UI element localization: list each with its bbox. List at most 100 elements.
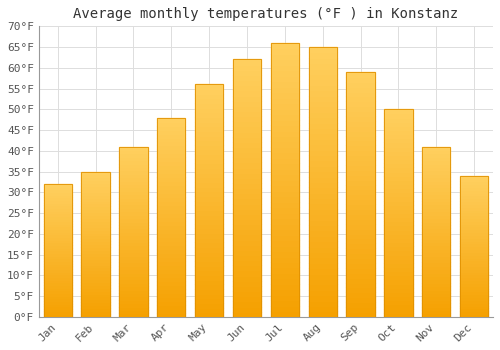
Bar: [270, 273, 299, 279]
Bar: [346, 72, 375, 77]
Bar: [233, 291, 261, 296]
Bar: [233, 65, 261, 70]
Bar: [119, 313, 148, 317]
Bar: [119, 167, 148, 170]
Bar: [157, 121, 186, 126]
Bar: [384, 130, 412, 134]
Bar: [346, 86, 375, 91]
Bar: [157, 166, 186, 169]
Bar: [346, 72, 375, 317]
Bar: [308, 52, 337, 58]
Bar: [422, 204, 450, 208]
Bar: [308, 220, 337, 225]
Bar: [460, 266, 488, 269]
Bar: [44, 197, 72, 200]
Bar: [82, 206, 110, 209]
Bar: [233, 260, 261, 265]
Bar: [44, 282, 72, 285]
Bar: [384, 176, 412, 180]
Bar: [44, 213, 72, 216]
Bar: [384, 188, 412, 192]
Bar: [308, 74, 337, 79]
Bar: [308, 171, 337, 176]
Bar: [460, 263, 488, 266]
Bar: [82, 198, 110, 201]
Bar: [422, 218, 450, 222]
Bar: [384, 246, 412, 250]
Bar: [346, 72, 375, 317]
Bar: [308, 166, 337, 171]
Bar: [270, 295, 299, 300]
Bar: [460, 235, 488, 238]
Bar: [82, 172, 110, 317]
Bar: [157, 118, 186, 121]
Bar: [308, 187, 337, 193]
Bar: [270, 92, 299, 98]
Bar: [270, 43, 299, 317]
Bar: [308, 149, 337, 155]
Bar: [270, 267, 299, 273]
Bar: [195, 247, 224, 252]
Bar: [270, 284, 299, 289]
Bar: [119, 198, 148, 201]
Bar: [119, 235, 148, 239]
Bar: [346, 229, 375, 233]
Bar: [82, 247, 110, 250]
Bar: [460, 195, 488, 198]
Bar: [384, 296, 412, 300]
Bar: [44, 195, 72, 197]
Bar: [157, 269, 186, 273]
Bar: [422, 181, 450, 184]
Bar: [119, 273, 148, 276]
Bar: [384, 167, 412, 172]
Bar: [119, 252, 148, 256]
Bar: [233, 173, 261, 178]
Bar: [195, 219, 224, 224]
Bar: [195, 215, 224, 219]
Bar: [233, 106, 261, 111]
Bar: [270, 262, 299, 267]
Bar: [422, 188, 450, 191]
Bar: [384, 155, 412, 159]
Bar: [308, 295, 337, 301]
Bar: [119, 307, 148, 310]
Bar: [460, 212, 488, 215]
Bar: [44, 248, 72, 250]
Bar: [270, 141, 299, 147]
Bar: [270, 114, 299, 120]
Bar: [195, 312, 224, 317]
Bar: [270, 158, 299, 163]
Bar: [422, 184, 450, 188]
Bar: [233, 75, 261, 80]
Bar: [119, 170, 148, 174]
Bar: [346, 292, 375, 297]
Bar: [233, 183, 261, 188]
Bar: [195, 84, 224, 89]
Bar: [384, 250, 412, 254]
Bar: [270, 125, 299, 131]
Bar: [195, 112, 224, 117]
Bar: [44, 261, 72, 264]
Bar: [308, 90, 337, 96]
Bar: [195, 303, 224, 308]
Bar: [44, 229, 72, 232]
Bar: [460, 306, 488, 308]
Bar: [82, 250, 110, 253]
Bar: [195, 233, 224, 238]
Bar: [308, 290, 337, 295]
Bar: [422, 201, 450, 204]
Bar: [346, 160, 375, 165]
Bar: [119, 310, 148, 313]
Bar: [460, 283, 488, 286]
Bar: [157, 229, 186, 233]
Bar: [157, 126, 186, 130]
Bar: [270, 43, 299, 317]
Bar: [308, 101, 337, 106]
Bar: [195, 98, 224, 103]
Bar: [460, 258, 488, 260]
Bar: [157, 289, 186, 293]
Bar: [460, 232, 488, 235]
Bar: [422, 167, 450, 170]
Bar: [82, 299, 110, 302]
Bar: [195, 298, 224, 303]
